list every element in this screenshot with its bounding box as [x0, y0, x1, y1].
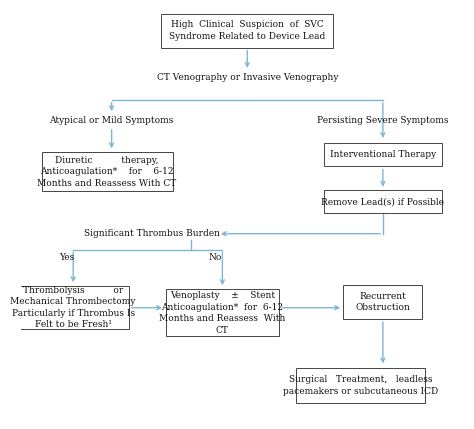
FancyBboxPatch shape — [343, 285, 422, 319]
Text: High  Clinical  Suspicion  of  SVC
Syndrome Related to Device Lead: High Clinical Suspicion of SVC Syndrome … — [169, 21, 325, 41]
FancyBboxPatch shape — [324, 190, 442, 214]
Text: Yes: Yes — [59, 253, 74, 262]
Text: Diuretic          therapy,
Anticoagulation*    for    6-12
Months and Reassess W: Diuretic therapy, Anticoagulation* for 6… — [37, 156, 177, 188]
Text: Persisting Severe Symptoms: Persisting Severe Symptoms — [317, 116, 448, 125]
FancyBboxPatch shape — [161, 14, 333, 48]
Text: Recurrent
Obstruction: Recurrent Obstruction — [356, 292, 410, 312]
Text: Atypical or Mild Symptoms: Atypical or Mild Symptoms — [49, 116, 174, 125]
FancyBboxPatch shape — [324, 143, 442, 166]
Text: Significant Thrombus Burden: Significant Thrombus Burden — [84, 229, 220, 238]
Text: Surgical   Treatment,   leadless
pacemakers or subcutaneous ICD: Surgical Treatment, leadless pacemakers … — [283, 375, 438, 396]
Text: Thrombolysis          or
Mechanical Thrombectomy
Particularly if Thrombus Is
Fel: Thrombolysis or Mechanical Thrombectomy … — [10, 286, 136, 329]
Text: Venoplasty    ±    Stent
Anticoagulation*  for  6-12
Months and Reassess  With
C: Venoplasty ± Stent Anticoagulation* for … — [159, 291, 285, 335]
FancyBboxPatch shape — [42, 152, 173, 191]
FancyBboxPatch shape — [18, 286, 128, 329]
FancyBboxPatch shape — [296, 369, 425, 403]
FancyBboxPatch shape — [166, 289, 279, 336]
Text: Remove Lead(s) if Possible: Remove Lead(s) if Possible — [321, 197, 445, 206]
Text: Interventional Therapy: Interventional Therapy — [330, 150, 436, 159]
Text: No: No — [209, 253, 222, 262]
Text: CT Venography or Invasive Venography: CT Venography or Invasive Venography — [156, 73, 338, 82]
